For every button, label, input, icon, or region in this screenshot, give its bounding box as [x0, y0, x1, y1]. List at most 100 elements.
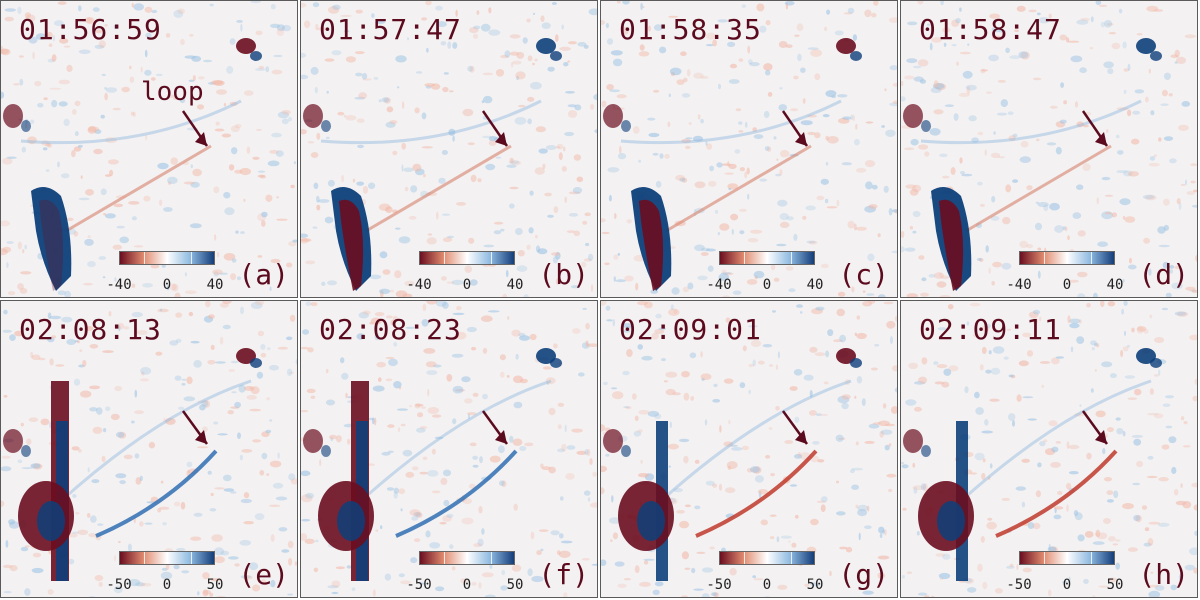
upper-right-source — [1136, 348, 1162, 368]
left-edge-features — [603, 104, 631, 132]
colorbar-tick — [467, 252, 468, 264]
footpoint-region — [18, 381, 74, 581]
colorbar — [419, 251, 515, 265]
loop-arrow-icon — [1081, 410, 1109, 445]
coronal-loop — [965, 144, 1112, 233]
footpoint-region — [618, 421, 674, 581]
colorbar-label-max: 50 — [206, 577, 224, 593]
colorbar-tick — [1067, 552, 1068, 564]
colorbar-label-zero: 0 — [162, 277, 172, 293]
colorbar — [119, 551, 215, 565]
coronal-loop — [665, 144, 812, 233]
faint-structure — [359, 379, 552, 503]
colorbar — [419, 551, 515, 565]
faint-structure — [959, 379, 1152, 503]
image-panel-h: 02:09:11 -50 0 50 (h) — [900, 300, 1198, 598]
left-edge-features — [603, 429, 631, 457]
faint-structure — [920, 99, 1142, 145]
colorbar-tick — [1043, 252, 1045, 264]
colorbar-label-min: -40 — [406, 277, 432, 293]
timestamp-label: 01:56:59 — [19, 13, 162, 46]
colorbar-label-max: 40 — [206, 277, 224, 293]
colorbar-tick — [743, 252, 745, 264]
left-edge-features — [903, 429, 931, 457]
loop-arrow-icon — [181, 410, 209, 445]
colorbar — [119, 251, 215, 265]
colorbar-label-max: 50 — [806, 577, 824, 593]
left-edge-features — [303, 104, 331, 132]
colorbar-tick — [490, 252, 492, 264]
colorbar-tick — [467, 552, 468, 564]
image-panel-a: 01:56:59 loop -40 0 40 (a) — [0, 0, 298, 298]
colorbar-label-zero: 0 — [1062, 277, 1072, 293]
difference-image — [901, 1, 1197, 297]
faint-structure — [659, 379, 852, 503]
colorbar-tick — [143, 552, 145, 564]
colorbar-tick — [167, 252, 168, 264]
footpoint-region — [631, 187, 672, 291]
coronal-loop — [695, 449, 818, 538]
colorbar-tick — [767, 552, 768, 564]
colorbar-label-zero: 0 — [1062, 577, 1072, 593]
image-panel-c: 01:58:35 -40 0 40 (c) — [600, 0, 898, 298]
left-edge-features — [3, 104, 31, 132]
faint-structure — [320, 99, 542, 145]
difference-image — [901, 301, 1197, 597]
panel-letter: (f) — [538, 558, 589, 591]
image-panel-f: 02:08:23 -50 0 50 (f) — [300, 300, 598, 598]
coronal-loop — [65, 144, 212, 233]
noise-texture — [1, 301, 297, 597]
loop-arrow-icon — [781, 110, 809, 147]
upper-right-source — [236, 348, 262, 368]
difference-image — [301, 1, 597, 297]
colorbar-tick — [743, 552, 745, 564]
loop-arrow-icon — [481, 110, 509, 147]
colorbar-tick — [1043, 552, 1045, 564]
faint-structure — [20, 99, 242, 145]
panel-letter: (c) — [838, 258, 889, 291]
loop-arrow-icon — [781, 410, 809, 445]
timestamp-label: 02:09:01 — [619, 313, 762, 346]
colorbar-tick — [143, 252, 145, 264]
upper-right-source — [836, 38, 862, 61]
image-panel-e: 02:08:13 -50 0 50 (e) — [0, 300, 298, 598]
upper-right-source — [1136, 38, 1162, 61]
timestamp-label: 02:08:23 — [319, 313, 462, 346]
colorbar-label-max: 40 — [806, 277, 824, 293]
panel-letter: (h) — [1138, 558, 1189, 591]
colorbar-tick — [1067, 252, 1068, 264]
colorbar-label-min: -50 — [106, 577, 132, 593]
coronal-loop — [95, 449, 218, 538]
colorbar — [719, 551, 815, 565]
colorbar-label-min: -50 — [706, 577, 732, 593]
colorbar-label-max: 40 — [506, 277, 524, 293]
panel-letter: (a) — [238, 258, 289, 291]
difference-image — [301, 301, 597, 597]
panel-letter: (d) — [1138, 258, 1189, 291]
colorbar-label-min: -40 — [106, 277, 132, 293]
colorbar-tick — [190, 252, 192, 264]
colorbar-label-min: -50 — [406, 577, 432, 593]
loop-annotation: loop — [141, 77, 204, 107]
upper-right-source — [536, 348, 562, 368]
colorbar-label-min: -40 — [706, 277, 732, 293]
colorbar-tick — [490, 552, 492, 564]
colorbar-label-min: -50 — [1006, 577, 1032, 593]
footpoint-region — [931, 187, 972, 291]
coronal-loop — [365, 144, 512, 233]
timestamp-label: 01:57:47 — [319, 13, 462, 46]
footpoint-region — [31, 187, 72, 291]
colorbar-label-min: -40 — [1006, 277, 1032, 293]
colorbar-tick — [1090, 252, 1092, 264]
colorbar-tick — [790, 552, 792, 564]
footpoint-region — [331, 187, 372, 291]
image-panel-g: 02:09:01 -50 0 50 (g) — [600, 300, 898, 598]
colorbar-label-max: 50 — [506, 577, 524, 593]
colorbar-label-zero: 0 — [762, 277, 772, 293]
timestamp-label: 01:58:47 — [919, 13, 1062, 46]
difference-image — [601, 301, 897, 597]
coronal-loop — [995, 449, 1118, 538]
faint-structure — [620, 99, 842, 145]
colorbar — [1019, 251, 1115, 265]
timestamp-label: 02:08:13 — [19, 313, 162, 346]
